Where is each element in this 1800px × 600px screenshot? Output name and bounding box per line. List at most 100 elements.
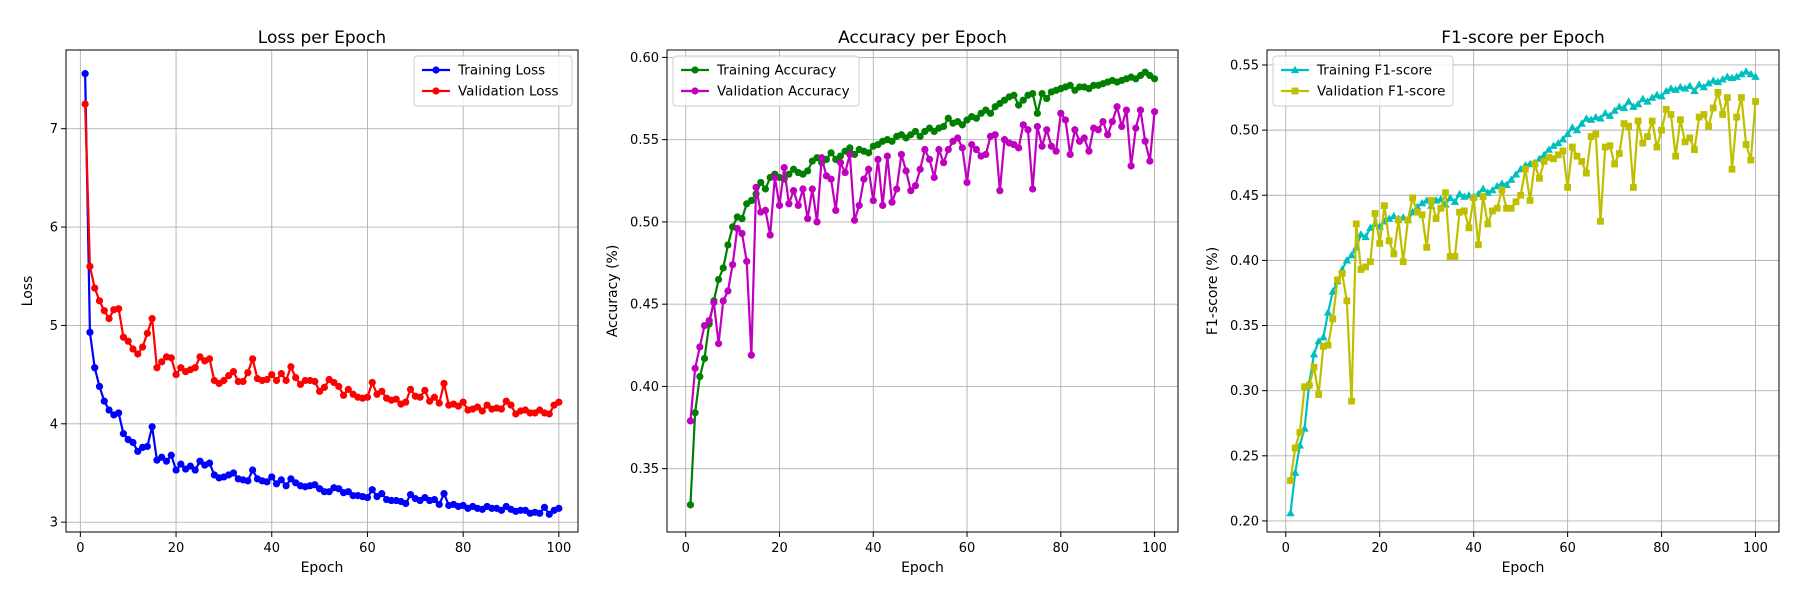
y-tick-label: 3 [50, 516, 58, 531]
data-point [1662, 86, 1671, 95]
data-point [335, 382, 343, 391]
data-point [148, 314, 156, 323]
data-point [1291, 444, 1299, 452]
data-point [507, 401, 515, 409]
data-point [1019, 121, 1027, 129]
data-point [1395, 216, 1402, 224]
legend-marker-swatch [432, 66, 440, 74]
data-point [1511, 170, 1521, 178]
data-point [1010, 91, 1018, 99]
data-point [813, 218, 821, 226]
data-point [1108, 117, 1116, 126]
data-point [478, 407, 486, 415]
x-tick-label: 80 [1653, 541, 1670, 556]
data-point [1747, 156, 1755, 164]
data-point [1526, 197, 1534, 204]
data-point [808, 185, 816, 193]
data-point [115, 409, 123, 417]
data-point [1633, 99, 1643, 108]
data-point [1497, 179, 1507, 187]
data-point [789, 187, 798, 195]
data-point [729, 261, 737, 269]
data-point [757, 178, 765, 187]
data-point [1286, 508, 1295, 517]
x-tick-label: 60 [1559, 541, 1576, 556]
data-point [115, 305, 123, 313]
data-point [1671, 85, 1680, 93]
data-point [502, 397, 510, 405]
data-point [1554, 138, 1563, 147]
data-point [1572, 125, 1582, 134]
data-point [855, 201, 863, 210]
data-point [1611, 160, 1618, 168]
data-point [1634, 117, 1642, 125]
data-point [916, 132, 924, 140]
data-point [930, 173, 938, 182]
f1-score-chart-frame [1266, 49, 1780, 533]
data-point [1704, 79, 1713, 87]
data-point [1296, 428, 1304, 436]
data-point [287, 475, 295, 483]
data-point [1751, 72, 1760, 80]
legend-marker-swatch [1291, 87, 1299, 95]
data-point [1474, 241, 1482, 249]
data-point [1586, 115, 1596, 123]
data-point [435, 399, 443, 407]
data-point [1479, 193, 1487, 200]
data-point [686, 417, 695, 425]
data-point [1385, 237, 1393, 245]
f1-score-chart-y-axis-label: F1-score (%) [1205, 247, 1221, 335]
data-point [1437, 204, 1445, 212]
data-point [1038, 89, 1046, 98]
data-point [1686, 134, 1694, 142]
data-point [1033, 122, 1041, 131]
data-point [1329, 315, 1337, 323]
data-point [1352, 220, 1360, 228]
accuracy-chart-legend: Training Accuracy Validation Accuracy [672, 55, 860, 107]
series-line [689, 105, 1156, 422]
data-point [1366, 258, 1374, 266]
data-point [1666, 84, 1676, 92]
data-point [1015, 101, 1023, 109]
data-point [1399, 258, 1407, 266]
data-point [205, 459, 214, 467]
data-point [1742, 141, 1750, 148]
series-validation [686, 103, 1159, 425]
data-point [1652, 90, 1662, 99]
data-point [402, 398, 410, 406]
data-point [225, 371, 233, 380]
data-point [1705, 122, 1712, 130]
data-point [282, 376, 290, 385]
data-point [897, 150, 906, 159]
data-point [1639, 139, 1647, 147]
data-point [1653, 143, 1661, 151]
y-tick-label: 0.45 [630, 298, 659, 313]
loss-chart-frame [65, 49, 579, 533]
data-point [296, 380, 305, 389]
data-point [402, 499, 410, 508]
x-tick-label: 100 [546, 541, 571, 556]
data-point [1606, 142, 1614, 150]
x-tick-label: 40 [263, 541, 280, 556]
y-tick-label: 0.50 [1230, 124, 1259, 139]
data-point [1456, 208, 1463, 216]
data-point [344, 488, 352, 496]
data-point [320, 383, 328, 391]
data-point [1348, 397, 1355, 405]
data-point [888, 198, 896, 206]
data-point [1141, 137, 1149, 145]
data-point [1685, 81, 1694, 89]
data-point [1676, 82, 1685, 91]
x-tick-label: 60 [359, 541, 376, 556]
data-point [363, 393, 372, 401]
data-point [148, 423, 156, 431]
data-point [91, 284, 99, 292]
data-point [325, 488, 333, 496]
data-point [272, 480, 281, 488]
data-point [1719, 111, 1727, 118]
data-point [392, 395, 400, 403]
data-point [143, 329, 151, 337]
f1-score-chart-legend: Training F1-score Validation F1-score [1272, 55, 1454, 107]
y-tick-label: 0.20 [1230, 514, 1259, 529]
